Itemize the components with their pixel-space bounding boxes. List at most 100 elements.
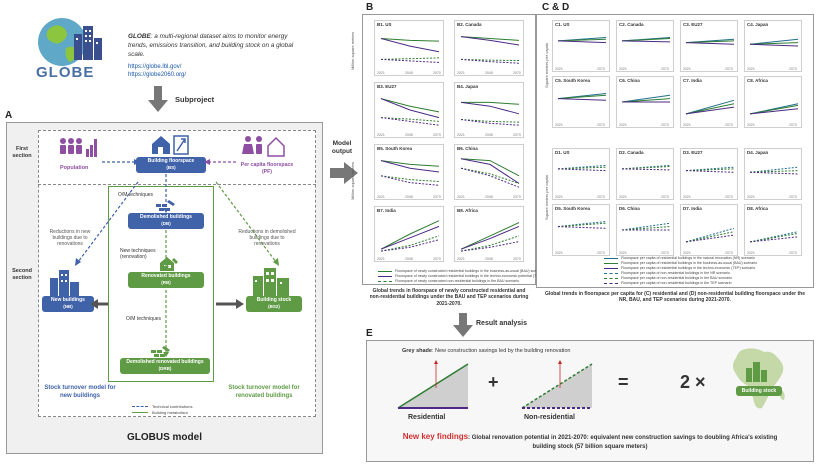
b-chart-3-xtick: 2070 bbox=[433, 133, 441, 137]
c-chart-5-series-3 bbox=[557, 98, 607, 101]
b-chart-1-series-4 bbox=[380, 58, 440, 63]
b-chart-6-xtick: 2070 bbox=[513, 195, 521, 199]
b-chart-title-8: B8. Africa bbox=[457, 208, 478, 213]
new-buildings-node: New buildings (NB) bbox=[42, 296, 94, 312]
demolished-renovated-sub: (DRB) bbox=[158, 366, 172, 371]
building-stock-icon bbox=[252, 266, 292, 296]
b-chart-4-series-1 bbox=[461, 101, 520, 105]
globe-logo bbox=[30, 12, 110, 84]
cd-legend-2: Floorspace per capita of residential bui… bbox=[621, 266, 756, 270]
d-chart-5-series-2 bbox=[557, 222, 607, 228]
d-chart-7-series-1 bbox=[685, 227, 735, 243]
renovated-buildings-label: Renovated buildings bbox=[141, 273, 191, 279]
c-chart-2-series-3 bbox=[621, 40, 671, 43]
b-chart-7-xtick: 2045 bbox=[405, 257, 413, 261]
b-chart-2-xtick: 2070 bbox=[513, 71, 521, 75]
om-techniques-label-2: O/M techniques bbox=[126, 316, 162, 322]
d-chart-7-series-2 bbox=[685, 231, 735, 243]
b-chart-6-series-3 bbox=[460, 167, 520, 184]
section-divider bbox=[38, 184, 316, 185]
b-chart-2-xtick: 2045 bbox=[485, 71, 493, 75]
d-chart-2-xtick: 2070 bbox=[661, 195, 669, 199]
c-chart-7-xtick: 2070 bbox=[725, 123, 733, 127]
panel-b-ylabel-top: Million square meters bbox=[350, 31, 355, 70]
b-chart-8-series-3 bbox=[460, 235, 520, 252]
globe-description: GLOBE: a multi-regional dataset aims to … bbox=[128, 32, 298, 59]
cd-legend-4: Floorspace per capita of non-residential… bbox=[621, 276, 733, 280]
b-chart-8-xtick: 2045 bbox=[485, 257, 493, 261]
globus-model-title: GLOBUS model bbox=[126, 432, 202, 443]
cd-legend-row-2: Floorspace per capita of residential bui… bbox=[604, 266, 804, 271]
c-chart-2-xtick: 2021 bbox=[619, 67, 627, 71]
c-chart-title-2: C2. Canada bbox=[619, 22, 644, 27]
b-chart-title-5: B5. South Korea bbox=[377, 146, 413, 151]
c-chart-8-series-2 bbox=[749, 104, 799, 115]
b-chart-3-series-4 bbox=[380, 117, 440, 126]
result-analysis-arrow bbox=[453, 313, 473, 337]
c-chart-6-series-1 bbox=[621, 94, 671, 103]
demolished-buildings-label: Demolished buildings bbox=[140, 214, 192, 220]
b-chart-2-series-3 bbox=[460, 58, 520, 62]
d-chart-8: D8. Africa 2021 2070 bbox=[744, 204, 802, 256]
b-chart-4-xtick: 2070 bbox=[513, 133, 521, 137]
per-capita-icon bbox=[242, 134, 286, 160]
c-chart-title-1: C1. US bbox=[555, 22, 570, 27]
globe-link-2[interactable]: https://globe2060.org/ bbox=[128, 72, 187, 78]
b-chart-5-xtick: 2045 bbox=[405, 195, 413, 199]
per-capita-label: Per capita floorspace (PF) bbox=[226, 162, 308, 175]
demolished-renovated-node: Demolished renovated buildings (DRB) bbox=[120, 358, 210, 374]
renovated-buildings-node: Renovated buildings (RB) bbox=[128, 272, 204, 288]
side-arrows bbox=[75, 181, 279, 309]
b-chart-4-series-2 bbox=[460, 101, 520, 115]
new-buildings-sub: (NB) bbox=[63, 304, 73, 309]
building-stock-label: Building stock bbox=[256, 297, 292, 303]
d-chart-2-xtick: 2021 bbox=[619, 195, 627, 199]
cd-legend-5: Floorspace per capita of non-residential… bbox=[621, 281, 732, 285]
b-chart-5-series-4 bbox=[380, 175, 440, 186]
stock-turnover-new: Stock turnover model for new buildings bbox=[44, 385, 116, 399]
d-chart-1-xtick: 2070 bbox=[597, 195, 605, 199]
d-chart-title-4: D4. Japan bbox=[747, 150, 769, 155]
c-chart-3-xtick: 2070 bbox=[725, 67, 733, 71]
b-chart-7-series-4 bbox=[380, 239, 440, 252]
times-two: 2 × bbox=[680, 372, 706, 392]
d-chart-8-series-2 bbox=[749, 232, 799, 243]
b-chart-4-xtick: 2021 bbox=[457, 133, 465, 137]
plus-sign: + bbox=[488, 372, 499, 392]
building-floorspace-label: Building floorspace bbox=[147, 158, 195, 164]
panel-cd-caption: Global trends in floorspace per capita f… bbox=[544, 291, 806, 304]
d-chart-8-series-3 bbox=[749, 236, 799, 243]
d-chart-title-2: D2. Canada bbox=[619, 150, 644, 155]
c-chart-4-xtick: 2070 bbox=[789, 67, 797, 71]
legend-technical: Technical contributions bbox=[132, 404, 192, 410]
d-chart-title-8: D8. Africa bbox=[747, 206, 768, 211]
d-chart-7: D7. India 2021 2070 bbox=[680, 204, 738, 256]
b-chart-7: B7. India 2021 2045 2070 bbox=[374, 206, 444, 262]
c-chart-4-series-2 bbox=[749, 42, 799, 45]
d-chart-4-xtick: 2070 bbox=[789, 195, 797, 199]
b-chart-7-xtick: 2070 bbox=[433, 257, 441, 261]
d-chart-3-series-3 bbox=[685, 170, 735, 173]
b-chart-1-xtick: 2070 bbox=[433, 71, 441, 75]
d-chart-7-series-3 bbox=[685, 234, 735, 243]
cd-legend-1: Floorspace per capita of residential bui… bbox=[621, 261, 758, 265]
d-chart-title-1: D1. US bbox=[555, 150, 570, 155]
c-chart-1: C1. US 2021 2070 bbox=[552, 20, 610, 72]
d-chart-4-series-3 bbox=[749, 171, 799, 175]
d-chart-1-series-3 bbox=[557, 168, 607, 172]
c-chart-title-3: C3. EU27 bbox=[683, 22, 703, 27]
b-chart-1: B1. US 2021 2045 2070 bbox=[374, 20, 444, 76]
b-chart-3: B3. EU27 2021 2045 2070 bbox=[374, 82, 444, 138]
c-chart-8-xtick: 2021 bbox=[747, 123, 755, 127]
c-chart-4-series-1 bbox=[749, 38, 799, 45]
c-chart-4-series-3 bbox=[749, 43, 799, 47]
globe-link-1[interactable]: https://globe.lbl.gov/ bbox=[128, 64, 182, 70]
c-chart-5: C5. South Korea 2021 2070 bbox=[552, 76, 610, 128]
panel-cd-letter: C & D bbox=[542, 2, 570, 13]
c-chart-7-xtick: 2021 bbox=[683, 123, 691, 127]
c-chart-1-series-3 bbox=[557, 40, 607, 44]
b-chart-title-7: B7. India bbox=[377, 208, 396, 213]
building-floorspace-sub: (BS) bbox=[166, 165, 176, 170]
d-chart-3: D3. EU27 2021 2070 bbox=[680, 148, 738, 200]
c-chart-title-8: C8. Africa bbox=[747, 78, 768, 83]
